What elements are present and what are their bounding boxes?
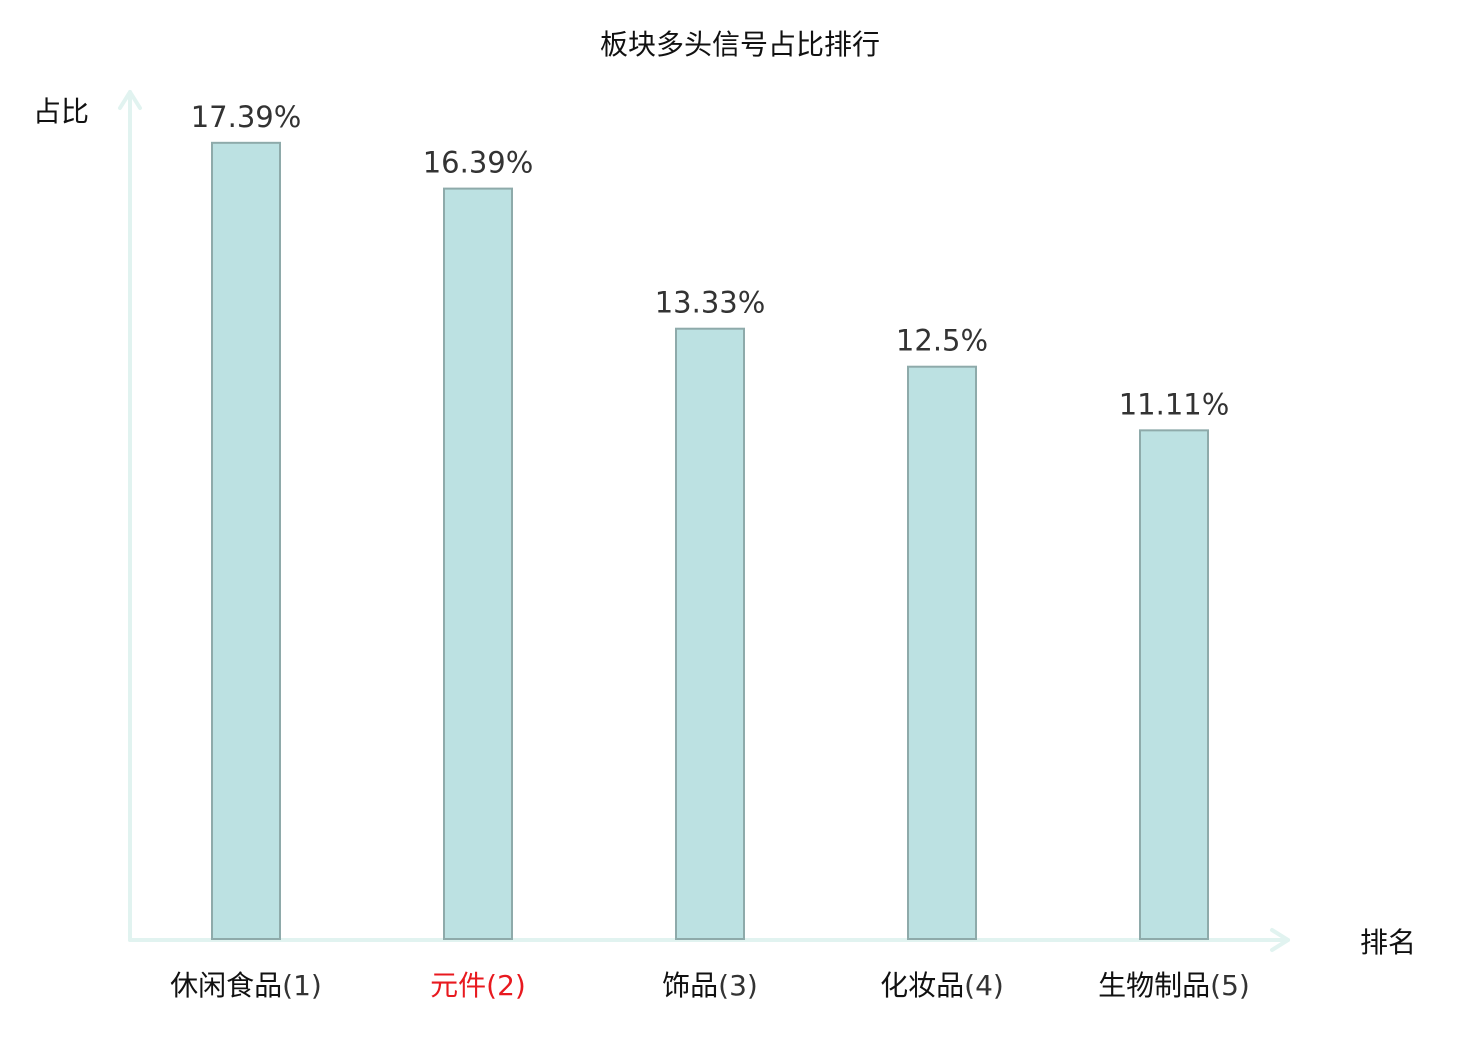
category-label-5: 生物制品(5) [1098,969,1250,1002]
value-label-5: 11.11% [1119,387,1230,421]
category-rank: (2) [486,969,526,1002]
value-label-2: 16.39% [423,146,534,180]
x-axis-label: 排名 [1360,926,1416,959]
category-label-1: 休闲食品(1) [170,969,322,1002]
bar-2 [443,187,513,941]
category-label-3: 饰品(3) [662,969,758,1002]
category-rank: (4) [964,969,1004,1002]
y-axis-arrow-icon [118,90,142,110]
category-rank: (5) [1210,969,1250,1002]
value-label-3: 13.33% [655,286,766,320]
category-label-2: 元件(2) [430,969,526,1002]
bar-5 [1139,429,1209,940]
value-label-1: 17.39% [191,100,302,134]
category-rank: (3) [718,969,758,1002]
category-name: 元件 [430,969,486,1002]
category-labels-group: 休闲食品(1) 元件(2) 饰品(3) 化妆品(4) 生物制品(5) [170,969,1250,1002]
category-name: 饰品 [662,969,718,1002]
bars-group [211,141,1209,941]
bar-1 [211,141,281,940]
value-labels-group: 17.39% 16.39% 13.33% 12.5% 11.11% [191,100,1230,422]
category-name: 化妆品 [880,969,964,1002]
category-label-4: 化妆品(4) [880,969,1004,1002]
chart-title: 板块多头信号占比排行 [600,28,880,61]
category-name: 生物制品 [1098,969,1210,1002]
x-axis-arrow-icon [1270,928,1290,952]
value-label-4: 12.5% [896,324,988,358]
bar-3 [675,327,745,940]
category-name: 休闲食品 [170,969,282,1002]
y-axis-label: 占比 [33,95,89,128]
category-rank: (1) [282,969,322,1002]
bar-4 [907,365,977,940]
